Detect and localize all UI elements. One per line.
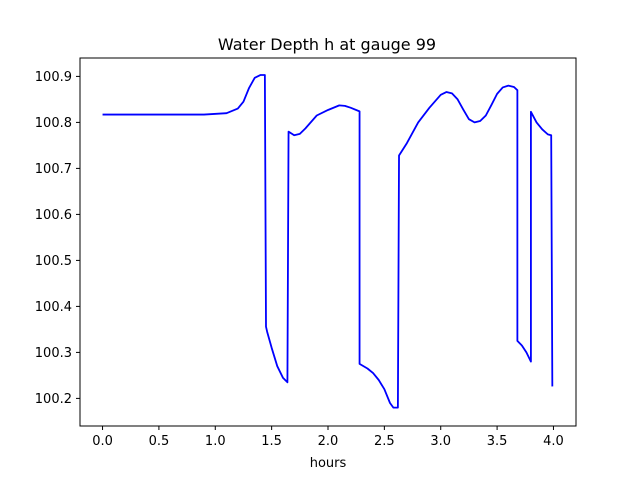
x-tick-label: 2.0: [318, 434, 339, 449]
plot-frame: [79, 57, 577, 427]
y-tick-label: 100.2: [35, 392, 72, 407]
x-tick-label: 1.0: [205, 434, 226, 449]
y-tick-label: 100.8: [35, 116, 72, 131]
x-axis-label: hours: [310, 456, 347, 471]
x-tick-label: 0.5: [149, 434, 170, 449]
y-tick-label: 100.4: [35, 300, 72, 315]
y-tick-label: 100.6: [35, 208, 72, 223]
y-tick-label: 100.3: [35, 346, 72, 361]
y-tick-label: 100.7: [35, 162, 72, 177]
x-tick-label: 1.5: [261, 434, 282, 449]
ticks-layer: 0.0 0.5 1.0 1.5 2.0 2.5 3.0 3.5 4.0 100.2 100.3 100…: [35, 70, 564, 449]
x-tick-label: 4.0: [543, 434, 564, 449]
y-tick-label: 100.9: [35, 70, 72, 85]
series-line-water-depth: [102, 74, 554, 409]
x-tick-label: 0.0: [92, 434, 113, 449]
x-tick-label: 3.5: [487, 434, 508, 449]
x-tick-label: 3.0: [430, 434, 451, 449]
x-tick-label: 2.5: [374, 434, 395, 449]
chart-title: Water Depth h at gauge 99: [218, 35, 436, 54]
y-tick-label: 100.5: [35, 254, 72, 269]
